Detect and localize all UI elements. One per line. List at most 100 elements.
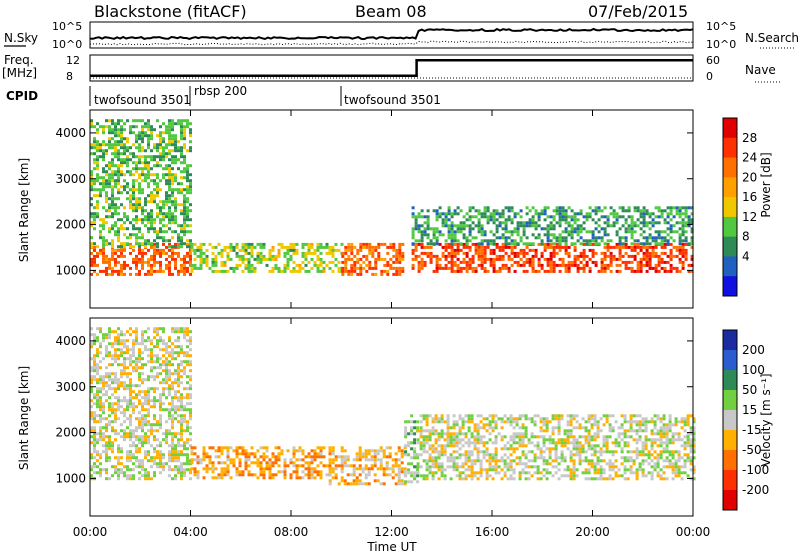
echo-cell <box>183 330 186 334</box>
echo-cell <box>534 221 538 225</box>
echo-cell <box>651 221 655 225</box>
echo-cell <box>663 269 667 273</box>
echo-cell <box>171 468 174 472</box>
echo-cell <box>298 464 302 468</box>
echo-cell <box>111 212 114 216</box>
echo-cell <box>495 212 499 216</box>
echo-cell <box>573 248 577 252</box>
echo-cell <box>465 245 469 249</box>
echo-cell <box>678 248 682 252</box>
echo-cell <box>159 251 162 255</box>
echo-cell <box>416 420 420 424</box>
echo-cell <box>117 402 120 406</box>
echo-cell <box>599 477 603 481</box>
echo-cell <box>135 339 138 343</box>
echo-cell <box>108 378 111 382</box>
echo-cell <box>443 438 447 442</box>
echo-cell <box>123 408 126 412</box>
echo-cell <box>147 354 150 358</box>
echo-cell <box>684 206 688 210</box>
echo-cell <box>153 375 156 379</box>
echo-cell <box>470 471 474 475</box>
echo-cell <box>555 245 559 249</box>
echo-cell <box>570 236 574 240</box>
echo-cell <box>678 242 682 246</box>
echo-cell <box>543 206 547 210</box>
echo-cell <box>147 387 150 391</box>
echo-cell <box>316 269 320 273</box>
echo-cell <box>608 462 612 466</box>
echo-cell <box>340 458 344 462</box>
echo-cell <box>202 458 206 462</box>
echo-cell <box>156 450 159 454</box>
echo-cell <box>129 200 132 204</box>
echo-cell <box>485 447 489 451</box>
echo-cell <box>183 266 186 270</box>
echo-cell <box>153 414 156 418</box>
echo-cell <box>307 260 311 264</box>
echo-cell <box>588 248 592 252</box>
echo-cell <box>401 266 405 270</box>
echo-cell <box>132 179 135 183</box>
echo-cell <box>632 450 636 454</box>
echo-cell <box>138 417 141 421</box>
echo-cell <box>168 450 171 454</box>
echo-cell <box>144 420 147 424</box>
echo-cell <box>265 455 269 459</box>
echo-cell <box>177 420 180 424</box>
echo-cell <box>141 465 144 469</box>
echo-cell <box>189 477 192 481</box>
echo-cell <box>168 164 171 168</box>
echo-cell <box>96 158 99 162</box>
echo-cell <box>629 429 633 433</box>
echo-cell <box>489 242 493 246</box>
echo-cell <box>500 456 504 460</box>
echo-cell <box>90 263 93 267</box>
echo-cell <box>452 465 456 469</box>
echo-cell <box>217 473 221 477</box>
echo-cell <box>190 461 194 465</box>
echo-cell <box>177 146 180 150</box>
echo-cell <box>111 245 114 249</box>
echo-cell <box>560 450 564 454</box>
echo-cell <box>608 474 612 478</box>
echo-cell <box>141 444 144 448</box>
echo-cell <box>141 333 144 337</box>
echo-cell <box>347 272 351 276</box>
echo-cell <box>226 254 230 258</box>
echo-cell <box>135 438 138 442</box>
echo-cell <box>549 263 553 267</box>
echo-cell <box>447 260 451 264</box>
echo-cell <box>189 146 192 150</box>
echo-cell <box>576 239 580 243</box>
colorbar-swatch <box>723 177 737 198</box>
echo-cell <box>573 215 577 219</box>
echo-cell <box>102 167 105 171</box>
echo-cell <box>630 248 634 252</box>
echo-cell <box>663 218 667 222</box>
echo-cell <box>539 450 543 454</box>
echo-cell <box>189 128 192 132</box>
echo-cell <box>171 441 174 445</box>
echo-cell <box>111 402 114 406</box>
echo-cell <box>513 239 517 243</box>
echo-cell <box>108 372 111 376</box>
echo-cell <box>527 417 531 421</box>
echo-cell <box>111 387 114 391</box>
echo-cell <box>186 423 189 427</box>
echo-cell <box>337 269 341 273</box>
echo-cell <box>501 233 505 237</box>
echo-cell <box>93 137 96 141</box>
echo-cell <box>340 464 344 468</box>
echo-cell <box>411 251 415 255</box>
echo-cell <box>510 248 514 252</box>
echo-cell <box>147 269 150 273</box>
echo-cell <box>376 449 380 453</box>
echo-cell <box>414 248 418 252</box>
echo-cell <box>509 477 513 481</box>
echo-cell <box>262 458 266 462</box>
echo-cell <box>174 218 177 222</box>
echo-cell <box>468 266 472 270</box>
echo-cell <box>168 390 171 394</box>
echo-cell <box>635 447 639 451</box>
